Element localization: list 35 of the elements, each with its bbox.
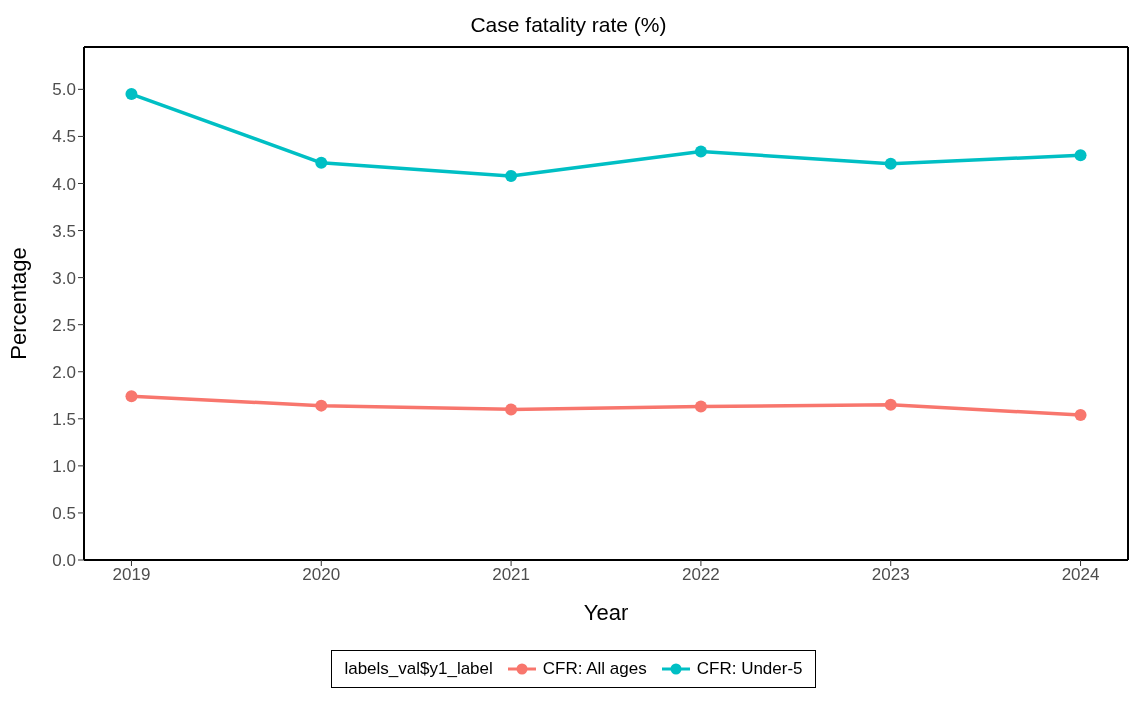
x-tick-label: 2022	[682, 565, 720, 585]
point	[1074, 409, 1087, 422]
y-tick-label: 3.0	[52, 268, 76, 288]
y-tick-label: 0.5	[52, 503, 76, 523]
y-tick-label: 4.0	[52, 174, 76, 194]
legend-label: CFR: Under-5	[696, 659, 803, 679]
point	[694, 145, 707, 158]
legend-label: CFR: All ages	[542, 659, 647, 679]
x-axis-title: Year	[583, 600, 629, 625]
point	[694, 400, 707, 413]
y-tick-label: 1.5	[52, 409, 76, 429]
y-tick-label: 2.5	[52, 315, 76, 335]
point	[884, 398, 897, 411]
y-tick-label: 2.0	[52, 362, 76, 382]
point	[125, 88, 138, 101]
x-tick-label: 2020	[302, 565, 341, 585]
x-tick-label: 2019	[112, 565, 151, 585]
x-tick-label: 2021	[492, 565, 530, 585]
point	[884, 157, 897, 170]
x-tick-label: 2024	[1061, 565, 1100, 585]
legend-title: labels_val$y1_label	[344, 659, 493, 679]
y-tick-label: 5.0	[52, 80, 76, 100]
y-tick-label: 1.0	[52, 456, 76, 476]
point	[505, 169, 518, 182]
point	[125, 390, 138, 403]
chart-title: Case fatality rate (%)	[469, 12, 668, 38]
y-axis-title: Percentage	[5, 247, 31, 360]
y-tick-label: 3.5	[52, 221, 76, 241]
x-tick-label: 2023	[871, 565, 910, 585]
y-tick-label: 4.5	[52, 127, 76, 147]
point	[315, 399, 328, 412]
point	[505, 403, 518, 416]
y-tick-label: 0.0	[52, 551, 76, 571]
point	[1074, 149, 1087, 162]
point	[315, 156, 328, 169]
